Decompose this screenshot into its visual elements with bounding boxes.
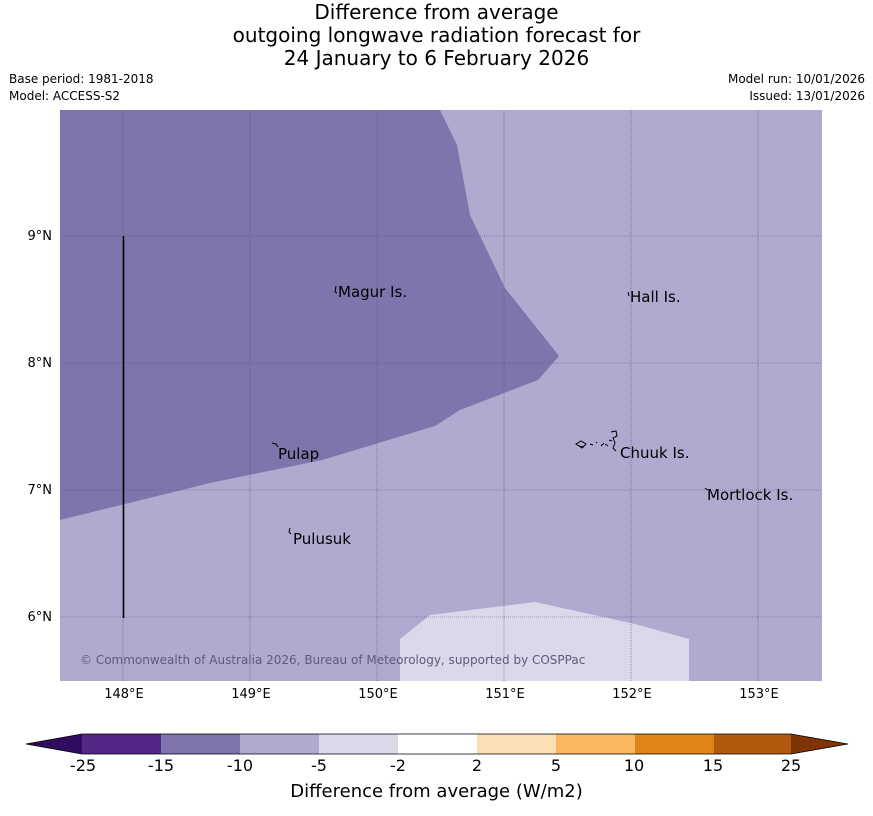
colorbar-swatch-8 bbox=[635, 734, 714, 754]
colorbar-extend-high bbox=[791, 734, 848, 754]
label-chuuk-is: Chuuk Is. bbox=[620, 444, 690, 462]
hall-island-shape bbox=[627, 291, 630, 297]
base-period: Base period: 1981-2018 bbox=[9, 72, 154, 86]
lon-tick-152e: 152°E bbox=[612, 687, 652, 702]
colorbar-swatch-3 bbox=[240, 734, 319, 754]
colorbar-label-minus10: -10 bbox=[226, 756, 254, 775]
lat-tick-7n: 7°N bbox=[27, 483, 53, 498]
issued-date: Issued: 13/01/2026 bbox=[749, 89, 865, 103]
title-line-1: Difference from average bbox=[314, 0, 559, 24]
lon-tick-148e: 148°E bbox=[104, 687, 144, 702]
colorbar-label-5: 5 bbox=[550, 756, 562, 775]
colorbar-swatch-6 bbox=[477, 734, 556, 754]
colorbar-swatch-4 bbox=[319, 734, 398, 754]
colorbar-outline bbox=[25, 733, 849, 755]
pulusuk-island-shape bbox=[288, 527, 292, 535]
copyright-notice: © Commonwealth of Australia 2026, Bureau… bbox=[80, 653, 586, 667]
magur-island-shape bbox=[334, 285, 338, 294]
anomaly-minus5-region bbox=[400, 602, 689, 681]
colorbar-swatch-5 bbox=[398, 734, 477, 754]
label-pulap: Pulap bbox=[278, 445, 320, 463]
colorbar-label-15: 15 bbox=[702, 756, 724, 775]
colorbar-label-25: 25 bbox=[780, 756, 802, 775]
colorbar-label-minus15: -15 bbox=[147, 756, 175, 775]
lon-tick-150e: 150°E bbox=[358, 687, 398, 702]
lon-tick-149e: 149°E bbox=[231, 687, 271, 702]
mortlock-island-shape bbox=[704, 487, 709, 491]
colorbar-swatch-2 bbox=[161, 734, 240, 754]
colorbar-label-2: 2 bbox=[471, 756, 483, 775]
colorbar-swatch-7 bbox=[556, 734, 635, 754]
model-run: Model run: 10/01/2026 bbox=[727, 72, 865, 86]
lon-tick-151e: 151°E bbox=[485, 687, 525, 702]
model-name: Model: ACCESS-S2 bbox=[9, 89, 121, 103]
anomaly-minus15-region bbox=[60, 110, 559, 520]
colorbar-title: Difference from average (W/m2) bbox=[290, 781, 583, 802]
island-outlines bbox=[271, 285, 709, 535]
meta-left: Base period: 1981-2018 Model: ACCESS-S2 bbox=[9, 71, 154, 105]
title-line-3: 24 January to 6 February 2026 bbox=[283, 46, 590, 70]
map-panel bbox=[60, 110, 822, 681]
colorbar-swatch-9 bbox=[714, 734, 791, 754]
chuuk-lagoon-shape bbox=[575, 430, 618, 452]
graticule bbox=[60, 110, 822, 681]
label-magur-is: Magur Is. bbox=[338, 283, 408, 301]
colorbar-label-10: 10 bbox=[623, 756, 645, 775]
label-hall-is: Hall Is. bbox=[630, 288, 681, 306]
colorbar bbox=[25, 733, 849, 755]
colorbar-swatch-1 bbox=[82, 734, 161, 754]
colorbar-label-minus2: -2 bbox=[390, 756, 406, 775]
pulap-island-shape bbox=[271, 442, 279, 448]
colorbar-label-minus5: -5 bbox=[311, 756, 327, 775]
meta-right: Model run: 10/01/2026 Issued: 13/01/2026 bbox=[728, 71, 865, 105]
lat-tick-9n: 9°N bbox=[27, 229, 53, 244]
title-line-2: outgoing longwave radiation forecast for bbox=[232, 23, 641, 47]
lat-tick-8n: 8°N bbox=[27, 356, 53, 371]
lon-tick-153e: 153°E bbox=[739, 687, 779, 702]
colorbar-label-minus25: -25 bbox=[69, 756, 97, 775]
colorbar-extend-low bbox=[26, 734, 82, 754]
lat-tick-6n: 6°N bbox=[27, 610, 53, 625]
label-mortlock-is: Mortlock Is. bbox=[707, 486, 794, 504]
label-pulusuk: Pulusuk bbox=[293, 530, 351, 548]
map-canvas bbox=[60, 110, 822, 681]
chart-title: Difference from average outgoing longwav… bbox=[0, 1, 873, 70]
